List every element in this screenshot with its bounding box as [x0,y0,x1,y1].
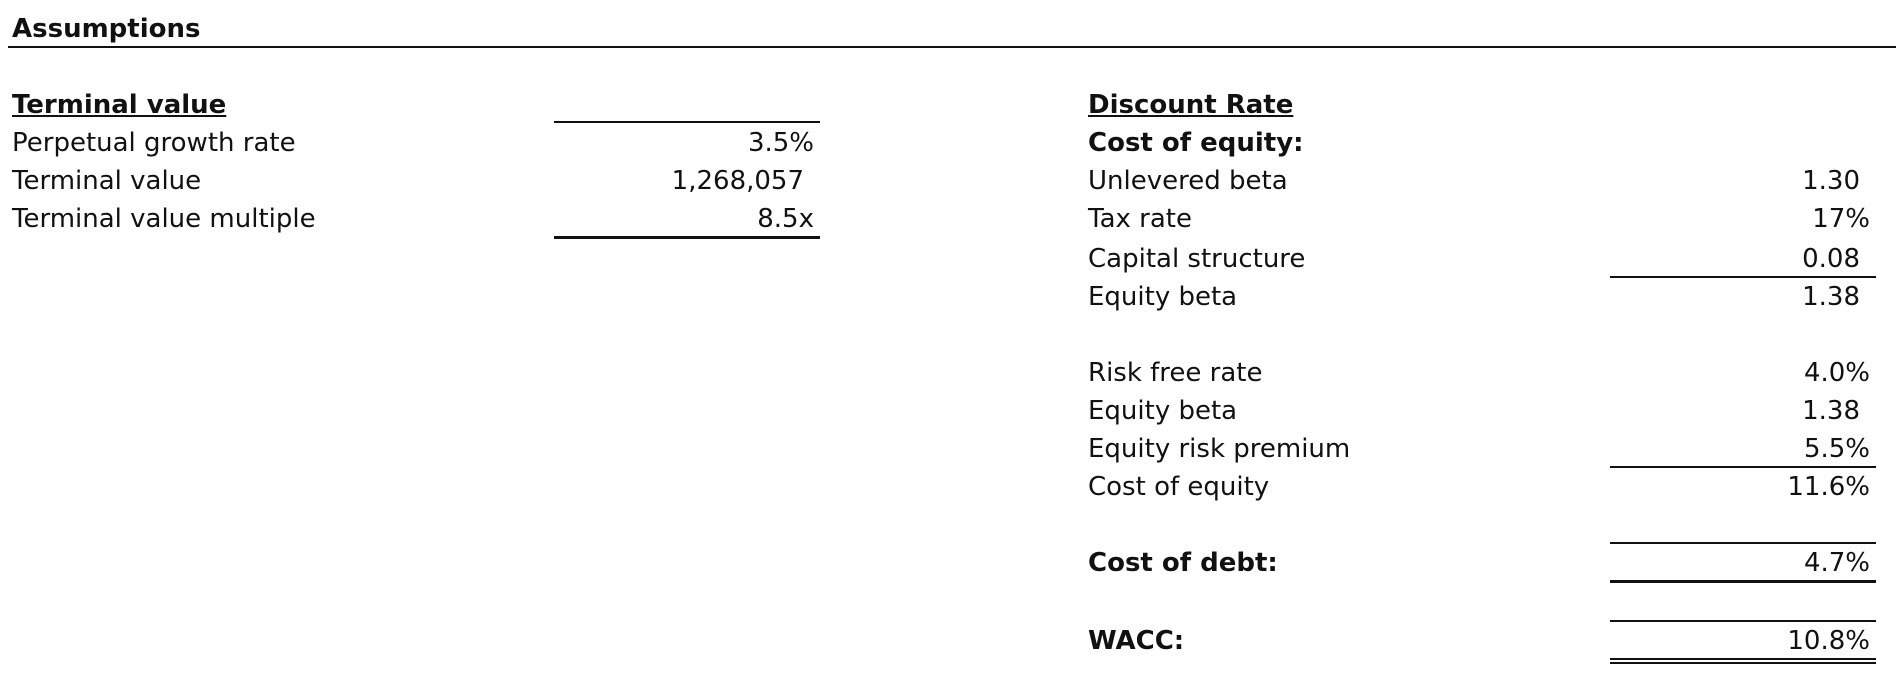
cost-of-debt-bottom-border [1610,580,1876,583]
terminal-value-multiple-value[interactable]: 8.5x [757,204,814,234]
title-underline [8,46,1896,48]
terminal-value-multiple-label: Terminal value multiple [12,204,316,234]
equity-risk-premium-value[interactable]: 5.5% [1803,434,1870,464]
cost-of-equity-header: Cost of equity: [1088,128,1304,158]
wacc-label: WACC: [1088,626,1185,656]
unlevered-beta-label: Unlevered beta [1088,166,1288,196]
risk-free-rate-label: Risk free rate [1088,358,1263,388]
wacc-top-border [1610,620,1876,622]
tax-rate-value[interactable]: 17% [1812,204,1870,234]
equity-beta-value[interactable]: 1.38 [1802,282,1860,312]
equity-risk-premium-label: Equity risk premium [1088,434,1351,464]
perpetual-growth-rate-value[interactable]: 3.5% [747,128,814,158]
capital-structure-value[interactable]: 0.08 [1802,244,1860,274]
discount-rate-header: Discount Rate [1088,90,1294,120]
beta-subtotal-border [1610,276,1876,278]
terminal-value-top-border [554,121,820,123]
capm-subtotal-border [1610,466,1876,468]
wacc-value[interactable]: 10.8% [1787,626,1870,656]
perpetual-growth-rate-label: Perpetual growth rate [12,128,296,158]
terminal-value-header: Terminal value [12,90,227,120]
terminal-value-bottom-border [554,236,820,239]
tax-rate-label: Tax rate [1088,204,1192,234]
capm-equity-beta-label: Equity beta [1088,396,1238,426]
sheet-title: Assumptions [12,14,201,44]
risk-free-rate-value[interactable]: 4.0% [1803,358,1870,388]
cost-of-equity-label: Cost of equity [1088,472,1270,502]
cost-of-debt-label: Cost of debt: [1088,548,1278,578]
cost-of-debt-top-border [1610,542,1876,544]
unlevered-beta-value[interactable]: 1.30 [1802,166,1860,196]
cost-of-equity-value[interactable]: 11.6% [1787,472,1870,502]
wacc-double-underline [1610,658,1876,664]
equity-beta-label: Equity beta [1088,282,1238,312]
terminal-value-value[interactable]: 1,268,057 [671,166,804,196]
terminal-value-label: Terminal value [12,166,202,196]
capital-structure-label: Capital structure [1088,244,1306,274]
capm-equity-beta-value[interactable]: 1.38 [1802,396,1860,426]
cost-of-debt-value[interactable]: 4.7% [1803,548,1870,578]
